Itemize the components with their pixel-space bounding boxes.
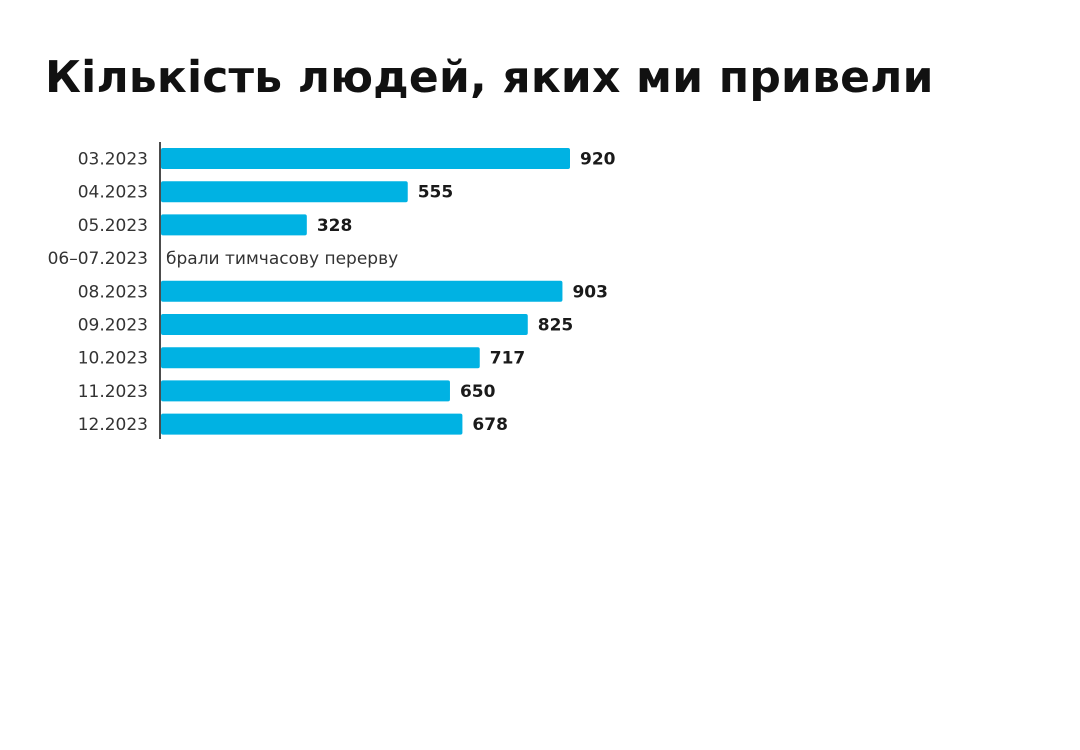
bars-layer: 03.2023 920 04.2023 555 05.2023 328 06–07.2023… (48, 148, 616, 435)
value-label: 678 (472, 415, 508, 435)
value-label: 717 (490, 349, 526, 369)
category-label: 10.2023 (78, 349, 148, 369)
bar (161, 214, 307, 236)
category-label: 06–07.2023 (48, 249, 148, 269)
bar (161, 148, 570, 169)
value-label: 903 (572, 282, 608, 302)
category-label: 11.2023 (78, 382, 148, 402)
bar (161, 380, 450, 402)
category-label: 04.2023 (78, 183, 148, 203)
value-label: 555 (418, 183, 454, 203)
bar (161, 347, 480, 369)
value-label: 650 (460, 382, 496, 402)
category-label: 05.2023 (78, 216, 148, 236)
bar (161, 280, 563, 302)
category-label: 08.2023 (78, 282, 148, 302)
bar (161, 413, 463, 435)
value-label: 920 (580, 150, 616, 170)
category-label: 03.2023 (78, 150, 148, 170)
bar (161, 181, 408, 203)
value-label: 328 (317, 216, 353, 236)
value-label: 825 (538, 316, 574, 336)
bar (161, 314, 528, 335)
bar-annotation: брали тимчасову перерву (166, 249, 398, 269)
chart-title: Кількість людей, яких ми привели (45, 52, 934, 103)
category-label: 12.2023 (78, 415, 148, 435)
category-label: 09.2023 (78, 316, 148, 336)
